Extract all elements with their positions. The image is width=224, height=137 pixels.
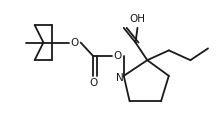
Text: OH: OH xyxy=(129,14,145,24)
Text: O: O xyxy=(71,38,79,48)
Text: O: O xyxy=(89,78,97,88)
Text: O: O xyxy=(114,51,122,61)
Text: N: N xyxy=(116,73,124,83)
